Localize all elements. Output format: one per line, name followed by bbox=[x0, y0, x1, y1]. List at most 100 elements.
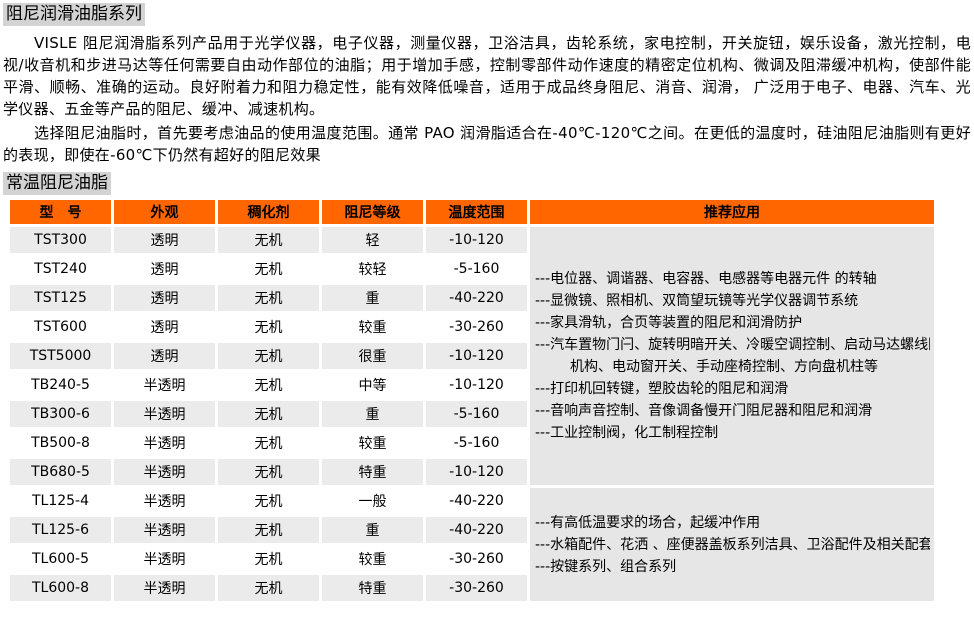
appearance-cell: 透明 bbox=[114, 343, 215, 369]
model-cell: TB500-8 bbox=[10, 430, 111, 456]
temp-range-cell: -10-120 bbox=[426, 227, 527, 253]
damping-level-cell: 较轻 bbox=[322, 256, 423, 282]
appearance-cell: 半透明 bbox=[114, 430, 215, 456]
table-row: TB500-8 半透明 无机 较重 -5-160 bbox=[10, 430, 934, 456]
application-line: ---工业控制阀，化工制程控制 bbox=[535, 425, 719, 441]
application-line: ---按键系列、组合系列 bbox=[535, 558, 677, 575]
section-title-series: 阻尼润滑油脂系列 bbox=[3, 3, 145, 26]
table-header-row: 型 号 外观 稠化剂 阻尼等级 温度范围 推荐应用 bbox=[10, 200, 934, 224]
damping-level-cell: 特重 bbox=[322, 575, 423, 601]
damping-level-cell: 重 bbox=[322, 401, 423, 427]
thickener-cell: 无机 bbox=[218, 575, 319, 601]
thickener-cell: 无机 bbox=[218, 227, 319, 253]
thickener-cell: 无机 bbox=[218, 430, 319, 456]
application-line: ---显微镜、照相机、双筒望玩镜等光学仪器调节系统 bbox=[535, 293, 859, 309]
temp-range-cell: -5-160 bbox=[426, 256, 527, 282]
table-row: TL125-4 半透明 无机 一般 -40-220 ---有高低温要求的场合，起… bbox=[10, 488, 934, 601]
table-row: TB300-6 半透明 无机 重 -5-160 bbox=[10, 401, 934, 427]
temperature-paragraph: 选择阻尼油脂时，首先要考虑油品的使用温度范围。通常 PAO 润滑脂适合在-40℃… bbox=[3, 124, 971, 164]
temp-range-cell: -30-260 bbox=[426, 575, 527, 601]
model-cell: TL125-6 bbox=[10, 517, 111, 543]
appearance-cell: 半透明 bbox=[114, 546, 215, 572]
appearance-cell: 半透明 bbox=[114, 459, 215, 485]
model-cell: TB240-5 bbox=[10, 372, 111, 398]
damping-level-cell: 较重 bbox=[322, 314, 423, 340]
model-cell: TST5000 bbox=[10, 343, 111, 369]
model-cell: TST125 bbox=[10, 285, 111, 311]
thickener-cell: 无机 bbox=[218, 488, 319, 514]
damping-grease-table: 型 号 外观 稠化剂 阻尼等级 温度范围 推荐应用 TST300 透明 无机 轻… bbox=[7, 197, 937, 604]
application-line: ---打印机回转键，塑胶齿轮的阻尼和润滑 bbox=[535, 381, 789, 397]
table-row: TST300 透明 无机 轻 -10-120 ---电位器、调谐器、电容器、电感… bbox=[10, 227, 934, 485]
application-line: ---水箱配件、花洒 、座便器盖板系列洁具、卫浴配件及相关配套产品 bbox=[535, 536, 930, 553]
appearance-cell: 透明 bbox=[114, 256, 215, 282]
header-applications: 推荐应用 bbox=[530, 200, 934, 224]
appearance-cell: 半透明 bbox=[114, 372, 215, 398]
thickener-cell: 无机 bbox=[218, 546, 319, 572]
appearance-cell: 透明 bbox=[114, 227, 215, 253]
appearance-cell: 半透明 bbox=[114, 488, 215, 514]
appearance-cell: 透明 bbox=[114, 285, 215, 311]
application-line: ---音响声音控制、音像调备慢开门阻尼器和阻尼和润滑 bbox=[535, 403, 873, 419]
table-row: TL600-5 半透明 无机 较重 -30-260 bbox=[10, 546, 934, 572]
damping-level-cell: 特重 bbox=[322, 459, 423, 485]
temp-range-cell: -30-260 bbox=[426, 546, 527, 572]
temp-range-cell: -30-260 bbox=[426, 314, 527, 340]
application-line: 机构、电动窗开关、手动座椅控制、方向盘机柱等 bbox=[570, 359, 878, 375]
model-cell: TL125-4 bbox=[10, 488, 111, 514]
model-cell: TST300 bbox=[10, 227, 111, 253]
temp-range-cell: -40-220 bbox=[426, 488, 527, 514]
appearance-cell: 半透明 bbox=[114, 517, 215, 543]
temp-range-cell: -10-120 bbox=[426, 459, 527, 485]
temp-range-cell: -5-160 bbox=[426, 401, 527, 427]
thickener-cell: 无机 bbox=[218, 343, 319, 369]
section-title-normal-temp: 常温阻尼油脂 bbox=[3, 172, 111, 195]
thickener-cell: 无机 bbox=[218, 372, 319, 398]
table-row: TST240 透明 无机 较轻 -5-160 bbox=[10, 256, 934, 282]
temp-range-cell: -5-160 bbox=[426, 430, 527, 456]
temp-range-cell: -10-120 bbox=[426, 372, 527, 398]
model-cell: TL600-5 bbox=[10, 546, 111, 572]
damping-level-cell: 轻 bbox=[322, 227, 423, 253]
temp-range-cell: -40-220 bbox=[426, 285, 527, 311]
appearance-cell: 半透明 bbox=[114, 575, 215, 601]
damping-level-cell: 一般 bbox=[322, 488, 423, 514]
application-line: ---电位器、调谐器、电容器、电感器等电器元件 的转轴 bbox=[535, 271, 877, 287]
applications-cell-group1: ---电位器、调谐器、电容器、电感器等电器元件 的转轴 ---显微镜、照相机、双… bbox=[530, 227, 934, 485]
application-line: ---有高低温要求的场合，起缓冲作用 bbox=[535, 514, 761, 531]
table-row: TL125-6 半透明 无机 重 -40-220 bbox=[10, 517, 934, 543]
header-appearance: 外观 bbox=[114, 200, 215, 224]
table-row: TB240-5 半透明 无机 中等 -10-120 bbox=[10, 372, 934, 398]
temp-range-cell: -10-120 bbox=[426, 343, 527, 369]
applications-cell-group2: ---有高低温要求的场合，起缓冲作用 ---水箱配件、花洒 、座便器盖板系列洁具… bbox=[530, 488, 934, 601]
thickener-cell: 无机 bbox=[218, 401, 319, 427]
intro-paragraph: VISLE 阻尼润滑脂系列产品用于光学仪器，电子仪器，测量仪器，卫浴洁具，齿轮系… bbox=[3, 34, 971, 118]
thickener-cell: 无机 bbox=[218, 459, 319, 485]
model-cell: TL600-8 bbox=[10, 575, 111, 601]
thickener-cell: 无机 bbox=[218, 517, 319, 543]
header-model: 型 号 bbox=[10, 200, 111, 224]
application-line: ---家具滑轨，合页等装置的阻尼和润滑防护 bbox=[535, 315, 803, 331]
damping-level-cell: 重 bbox=[322, 517, 423, 543]
model-cell: TST600 bbox=[10, 314, 111, 340]
header-damping-level: 阻尼等级 bbox=[322, 200, 423, 224]
damping-level-cell: 中等 bbox=[322, 372, 423, 398]
appearance-cell: 透明 bbox=[114, 314, 215, 340]
header-temp-range: 温度范围 bbox=[426, 200, 527, 224]
thickener-cell: 无机 bbox=[218, 256, 319, 282]
application-line: ---汽车置物门闩、旋转明暗开关、冷暖空调控制、启动马达螺线圈、天窗 bbox=[535, 337, 930, 353]
table-row: TST125 透明 无机 重 -40-220 bbox=[10, 285, 934, 311]
table-row: TB680-5 半透明 无机 特重 -10-120 bbox=[10, 459, 934, 485]
damping-level-cell: 较重 bbox=[322, 546, 423, 572]
damping-level-cell: 较重 bbox=[322, 430, 423, 456]
table-row: TST600 透明 无机 较重 -30-260 bbox=[10, 314, 934, 340]
damping-level-cell: 很重 bbox=[322, 343, 423, 369]
appearance-cell: 半透明 bbox=[114, 401, 215, 427]
model-cell: TB680-5 bbox=[10, 459, 111, 485]
table-row: TST5000 透明 无机 很重 -10-120 bbox=[10, 343, 934, 369]
model-cell: TB300-6 bbox=[10, 401, 111, 427]
model-cell: TST240 bbox=[10, 256, 111, 282]
thickener-cell: 无机 bbox=[218, 314, 319, 340]
header-thickener: 稠化剂 bbox=[218, 200, 319, 224]
